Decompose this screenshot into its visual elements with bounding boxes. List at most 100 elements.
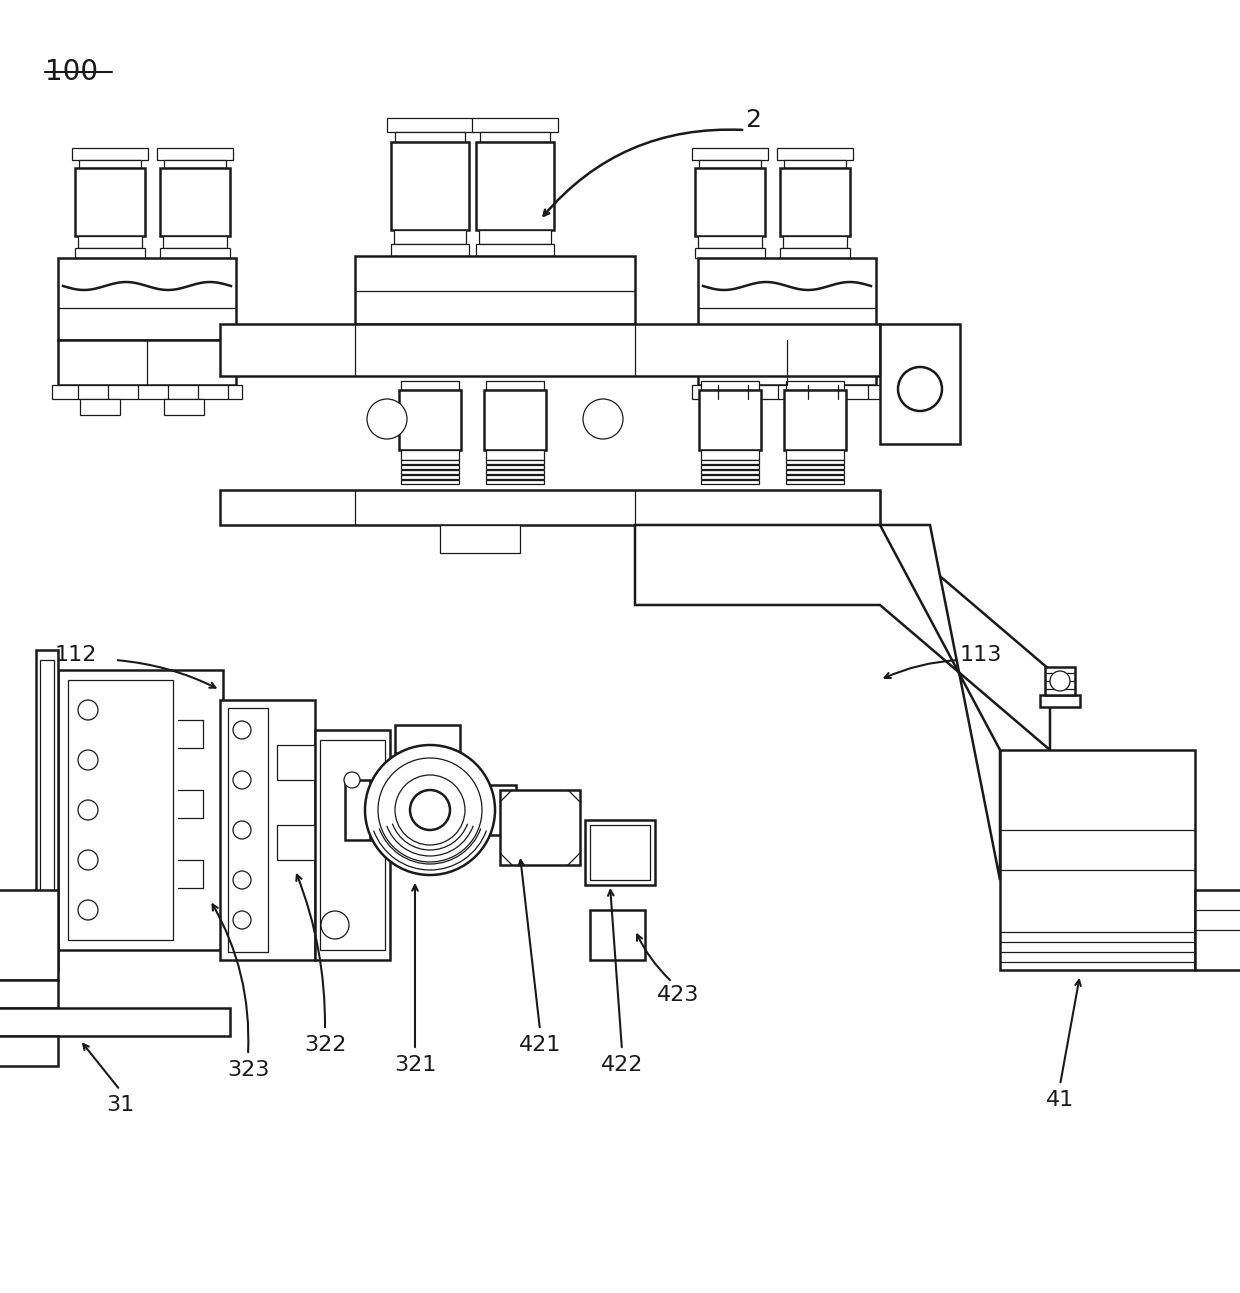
Bar	[476, 142, 554, 230]
Bar	[355, 256, 635, 325]
Bar	[0, 890, 58, 980]
Bar	[401, 450, 459, 460]
Bar	[58, 259, 236, 340]
Bar	[162, 237, 227, 248]
Bar	[399, 390, 461, 450]
Bar	[36, 650, 58, 970]
Bar	[777, 147, 853, 160]
Bar	[219, 325, 880, 376]
Text: 113: 113	[960, 645, 1002, 665]
Bar	[786, 469, 844, 475]
Bar	[786, 381, 844, 390]
Bar	[0, 1036, 58, 1065]
Circle shape	[367, 400, 407, 440]
Bar	[804, 400, 844, 415]
Bar	[780, 248, 849, 259]
Bar	[345, 780, 370, 840]
Bar	[698, 237, 763, 248]
Bar	[486, 469, 544, 475]
Circle shape	[365, 745, 495, 875]
Bar	[472, 118, 558, 132]
Polygon shape	[277, 825, 315, 860]
Text: 2: 2	[745, 109, 761, 132]
Circle shape	[78, 700, 98, 720]
Bar	[780, 168, 849, 237]
Bar	[0, 1009, 229, 1036]
Circle shape	[78, 850, 98, 870]
Bar	[782, 237, 847, 248]
Bar	[219, 490, 880, 525]
Bar	[160, 248, 229, 259]
Bar	[401, 480, 459, 484]
Bar	[699, 160, 761, 168]
Circle shape	[78, 750, 98, 771]
Bar	[78, 237, 143, 248]
Bar	[585, 820, 655, 884]
Bar	[396, 132, 465, 142]
Circle shape	[233, 721, 250, 740]
Bar	[786, 475, 844, 478]
Bar	[786, 465, 844, 469]
Bar	[720, 400, 760, 415]
Text: 31: 31	[105, 1095, 134, 1115]
Bar	[701, 465, 759, 469]
Bar	[1195, 890, 1240, 970]
Bar	[486, 460, 544, 464]
Bar	[401, 475, 459, 478]
Bar	[228, 709, 268, 952]
Bar	[387, 118, 472, 132]
Bar	[786, 480, 844, 484]
Bar	[164, 160, 226, 168]
Text: 423: 423	[657, 985, 699, 1005]
Bar	[999, 750, 1195, 970]
Bar	[692, 385, 882, 400]
Bar	[320, 740, 384, 950]
Circle shape	[233, 912, 250, 928]
Bar	[692, 147, 768, 160]
Bar	[40, 659, 55, 959]
Bar	[401, 465, 459, 469]
Bar	[396, 725, 460, 753]
Bar	[784, 390, 846, 450]
Bar	[0, 980, 58, 1009]
Polygon shape	[277, 745, 315, 780]
Bar	[79, 160, 141, 168]
Circle shape	[78, 800, 98, 820]
Bar	[590, 910, 645, 959]
Bar	[476, 244, 554, 256]
Circle shape	[898, 367, 942, 411]
Bar	[315, 731, 391, 959]
Bar	[1045, 667, 1075, 696]
Bar	[694, 168, 765, 237]
Bar	[698, 259, 875, 340]
Bar	[590, 825, 650, 881]
Bar	[701, 450, 759, 460]
Bar	[786, 450, 844, 460]
Bar	[486, 450, 544, 460]
Circle shape	[78, 900, 98, 921]
Bar	[489, 785, 516, 835]
Bar	[1040, 696, 1080, 707]
Bar	[786, 460, 844, 464]
Text: 41: 41	[1045, 1090, 1074, 1109]
Text: 100: 100	[45, 58, 98, 87]
Bar	[486, 381, 544, 390]
Bar	[160, 168, 229, 237]
Bar	[880, 325, 960, 443]
Circle shape	[1050, 671, 1070, 690]
Bar	[74, 168, 145, 237]
Bar	[701, 460, 759, 464]
Bar	[74, 248, 145, 259]
Text: 422: 422	[601, 1055, 644, 1074]
Bar	[694, 248, 765, 259]
Text: 321: 321	[394, 1055, 436, 1074]
Bar	[58, 340, 236, 385]
Bar	[701, 469, 759, 475]
Bar	[480, 132, 551, 142]
Bar	[219, 700, 315, 959]
Text: 421: 421	[518, 1034, 562, 1055]
Polygon shape	[635, 525, 1050, 750]
Bar	[391, 244, 469, 256]
Circle shape	[378, 758, 482, 862]
Bar	[699, 390, 761, 450]
